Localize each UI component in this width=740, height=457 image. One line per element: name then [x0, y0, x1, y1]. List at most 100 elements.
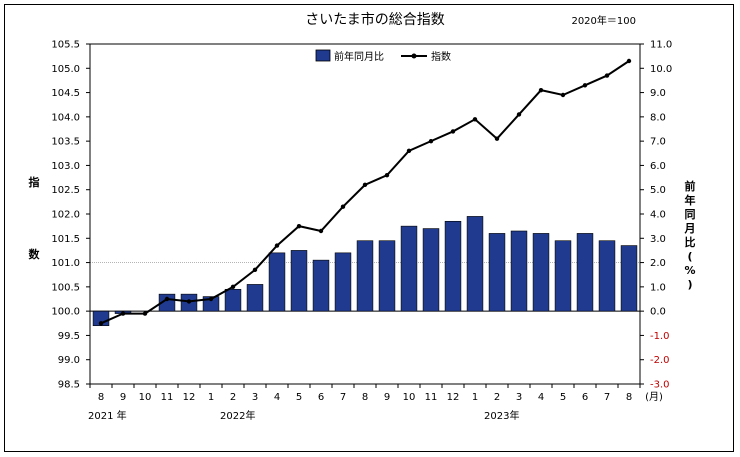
bar — [444, 220, 462, 312]
left-axis-label: 指数 — [29, 175, 41, 261]
right-axis-label-char: 同 — [685, 208, 696, 221]
line-point — [384, 172, 390, 178]
line-point — [164, 296, 170, 302]
left-tick-label: 104.5 — [51, 88, 80, 99]
line-point — [340, 204, 346, 209]
bar — [598, 240, 616, 312]
right-axis-label-char: 年 — [685, 193, 696, 207]
left-tick-label: 103.5 — [51, 137, 80, 148]
x-tick-label: 9 — [384, 392, 390, 403]
right-tick-label: 8.0 — [650, 112, 666, 123]
x-tick-label: 8 — [98, 392, 104, 403]
line-series — [98, 58, 632, 326]
chart-title: さいたま市の総合指数 — [305, 11, 445, 28]
line-point — [516, 112, 522, 117]
bar — [466, 216, 484, 312]
bar — [334, 252, 352, 312]
left-tick-label: 105.5 — [51, 40, 80, 51]
right-tick-label: 4.0 — [650, 210, 666, 221]
x-tick-label: 3 — [516, 392, 522, 403]
bar-series — [92, 216, 638, 327]
bar — [532, 233, 550, 312]
x-tick-label: 2 — [494, 392, 500, 403]
year-label: 2021 年 — [88, 409, 127, 422]
right-tick-label: 9.0 — [650, 88, 666, 99]
line-point — [230, 284, 236, 290]
right-tick-label: -1.0 — [650, 331, 670, 342]
right-axis-label-char: % — [684, 264, 695, 277]
right-axis-label: 前年同月比(%) — [684, 179, 696, 291]
bar — [576, 233, 594, 312]
line-point — [450, 129, 456, 134]
line-point — [296, 223, 302, 229]
x-tick-label: 6 — [318, 392, 324, 403]
legend-line-marker — [411, 53, 417, 59]
line-point — [604, 73, 610, 78]
x-tick-label: 11 — [161, 392, 174, 403]
line-point — [582, 83, 588, 88]
x-tick-label: 10 — [139, 392, 152, 403]
legend: 前年同月比 指数 — [315, 49, 451, 63]
right-axis: -3.0 -2.0 -1.0 0.0 1.0 2.0 3.0 4.0 5.0 6.0 7.0 8.0 9… — [640, 40, 672, 391]
x-tick-label: 7 — [340, 392, 346, 403]
bar — [224, 288, 242, 312]
right-axis-label-char: 前 — [685, 179, 696, 193]
right-tick-label: -3.0 — [650, 380, 670, 391]
x-axis: 8 9 10 11 12 1 2 3 4 5 6 7 8 9 10 11 12 1 2 3 4 5 6 7 8 (月)2021 年… — [88, 384, 663, 422]
chart-frame — [4, 4, 734, 452]
x-tick-label: 12 — [183, 392, 196, 403]
x-tick-label: 5 — [560, 392, 566, 403]
left-tick-label: 100.0 — [51, 307, 80, 318]
bar — [290, 250, 308, 312]
line-point — [472, 117, 478, 122]
line-point — [494, 136, 500, 141]
bar — [400, 225, 418, 312]
x-tick-label: 7 — [604, 392, 610, 403]
x-tick-label: 2 — [230, 392, 236, 403]
x-tick-label: 5 — [296, 392, 302, 403]
x-tick-label: 12 — [447, 392, 460, 403]
left-tick-label: 102.5 — [51, 185, 80, 196]
year-label: 2022年 — [220, 409, 255, 422]
line-point — [274, 243, 280, 248]
legend-bar-label: 前年同月比 — [334, 50, 384, 63]
year-label: 2023年 — [484, 409, 519, 422]
bar — [158, 293, 176, 312]
right-tick-label: 1.0 — [650, 282, 666, 293]
right-tick-label: 11.0 — [650, 40, 672, 51]
left-axis: 98.5 99.0 99.5 100.0 100.5 101.0 101.5 102.0 102… — [51, 40, 90, 391]
left-tick-label: 98.5 — [58, 380, 80, 391]
bar — [488, 233, 506, 312]
line-point — [626, 58, 632, 64]
x-tick-label: 11 — [425, 392, 438, 403]
left-tick-label: 101.5 — [51, 234, 80, 245]
x-tick-label: 8 — [626, 392, 632, 403]
right-tick-label: -2.0 — [650, 355, 670, 366]
line-point — [186, 299, 192, 304]
bar — [620, 245, 638, 312]
line-point — [362, 182, 368, 188]
line-point — [428, 138, 434, 144]
x-tick-label: 4 — [274, 392, 280, 403]
right-tick-label: 5.0 — [650, 185, 666, 196]
legend-bar-swatch — [315, 49, 331, 62]
left-axis-label-char: 指 — [29, 175, 40, 189]
right-axis-label-char: ) — [687, 278, 692, 291]
left-tick-label: 104.0 — [51, 112, 80, 123]
right-axis-label-char: 比 — [685, 235, 696, 249]
bar — [356, 240, 374, 312]
right-tick-label: 2.0 — [650, 258, 666, 269]
x-tick-label: 4 — [538, 392, 544, 403]
right-tick-label: 6.0 — [650, 161, 666, 172]
left-tick-label: 105.0 — [51, 64, 80, 75]
right-tick-label: 7.0 — [650, 137, 666, 148]
bar — [422, 228, 440, 312]
x-tick-label: 9 — [120, 392, 126, 403]
line-point — [120, 311, 126, 316]
right-axis-label-char: ( — [687, 250, 692, 263]
right-tick-label: 3.0 — [650, 234, 666, 245]
bar — [268, 252, 286, 312]
x-tick-label: 1 — [472, 392, 478, 403]
line-point — [560, 92, 566, 98]
